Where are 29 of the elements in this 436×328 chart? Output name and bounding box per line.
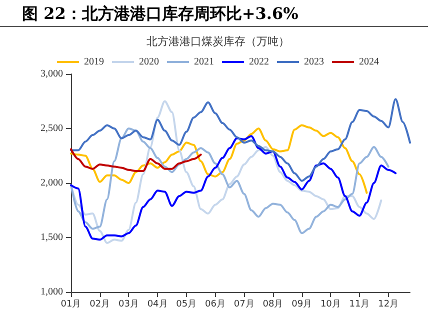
chart-title: 图 22：北方港港口库存周环比+3.6%: [22, 4, 298, 25]
legend-label: 2019: [84, 56, 104, 68]
y-tick-label: 3,000: [40, 68, 63, 80]
legend-label: 2022: [249, 56, 269, 68]
legend-label: 2020: [139, 56, 159, 68]
y-tick-label: 2,500: [40, 123, 63, 134]
x-tick-label: 02月: [90, 300, 110, 310]
line-series: [70, 148, 202, 172]
line-series: [70, 124, 368, 194]
y-tick-label: 2,000: [40, 178, 63, 188]
x-tick-label: 03月: [118, 300, 139, 310]
y-tick-label: 1,000: [40, 286, 63, 298]
legend-label: 2023: [304, 56, 324, 68]
x-tick-label: 07月: [234, 300, 254, 310]
legend-label: 2024: [359, 56, 379, 68]
line-series: [70, 98, 411, 182]
x-tick-label: 10月: [320, 300, 341, 310]
x-tick-label: 09月: [292, 300, 312, 310]
x-tick-label: 01月: [60, 300, 82, 310]
y-tick-label: 1,500: [40, 232, 63, 243]
x-tick-label: 11月: [349, 300, 370, 310]
legend-label: 2021: [194, 56, 214, 68]
x-tick-label: 04月: [147, 300, 168, 310]
chart-subtitle: 北方港港口煤炭库存（万吨）: [146, 35, 290, 48]
line-series: [70, 100, 382, 244]
x-tick-label: 08月: [262, 300, 284, 310]
x-tick-label: 05月: [176, 300, 197, 310]
x-tick-label: 06月: [205, 300, 226, 310]
x-tick-label: 12月: [378, 300, 399, 310]
